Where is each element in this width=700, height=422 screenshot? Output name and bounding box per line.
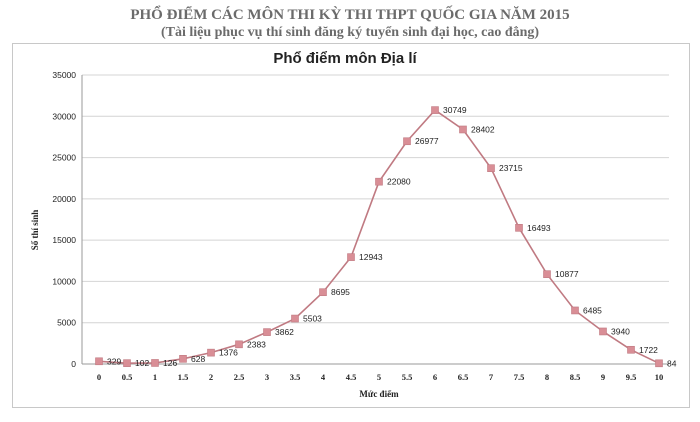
x-tick-label: 2.5 bbox=[234, 372, 245, 382]
data-point bbox=[571, 306, 579, 315]
data-label: 329 bbox=[107, 356, 121, 366]
x-tick-label: 1 bbox=[153, 372, 157, 382]
y-axis-ticks: 0 5000 10000 15000 20000 25000 30000 35000 bbox=[52, 70, 76, 369]
data-label: 1722 bbox=[639, 345, 658, 355]
data-labels: 329 102 126 628 1376 2383 3862 5503 8695 12943 220… bbox=[107, 105, 677, 368]
data-label: 84 bbox=[667, 358, 677, 368]
data-point bbox=[543, 270, 551, 278]
chart-frame bbox=[12, 43, 690, 408]
data-label: 3940 bbox=[611, 326, 630, 336]
data-point bbox=[515, 224, 523, 232]
x-tick-label: 3.5 bbox=[290, 372, 301, 382]
data-label: 26977 bbox=[415, 136, 439, 146]
data-point bbox=[487, 164, 495, 172]
data-point bbox=[403, 137, 411, 146]
x-tick-label: 6 bbox=[433, 372, 437, 382]
y-tick-label: 25000 bbox=[52, 153, 76, 163]
header-title: PHỔ ĐIỂM CÁC MÔN THI KỲ THI THPT QUỐC GI… bbox=[130, 7, 570, 23]
data-point bbox=[151, 359, 159, 367]
data-point bbox=[627, 345, 635, 354]
x-tick-label: 4.5 bbox=[346, 372, 357, 382]
data-point bbox=[459, 125, 467, 134]
data-label: 8695 bbox=[331, 287, 350, 297]
header-subtitle: (Tài liệu phục vụ thí sinh đăng ký tuyển… bbox=[160, 25, 540, 40]
series-markers bbox=[95, 106, 663, 368]
y-tick-label: 5000 bbox=[57, 318, 76, 328]
data-label: 2383 bbox=[247, 339, 266, 349]
x-axis-label: Mức điểm bbox=[359, 389, 399, 399]
data-point bbox=[655, 359, 663, 368]
data-point bbox=[263, 328, 271, 336]
data-label: 1376 bbox=[219, 348, 238, 358]
data-label: 126 bbox=[163, 358, 177, 368]
data-label: 5503 bbox=[303, 314, 322, 324]
x-tick-label: 8.5 bbox=[570, 372, 581, 382]
data-point bbox=[291, 314, 299, 323]
series-line bbox=[98, 109, 660, 365]
data-label: 628 bbox=[191, 354, 205, 364]
data-label: 6485 bbox=[583, 305, 602, 315]
data-label: 3862 bbox=[275, 327, 294, 337]
y-tick-label: 35000 bbox=[52, 70, 76, 80]
data-point bbox=[235, 340, 243, 349]
y-tick-label: 30000 bbox=[52, 111, 76, 121]
y-axis-label: Số thí sinh bbox=[30, 210, 40, 251]
chart-title: Phổ điểm môn Địa lí bbox=[273, 50, 417, 67]
data-point bbox=[431, 106, 439, 114]
y-tick-label: 15000 bbox=[52, 235, 76, 245]
x-tick-label: 0 bbox=[97, 372, 101, 382]
data-label: 102 bbox=[135, 358, 149, 368]
data-point bbox=[375, 177, 383, 186]
x-tick-label: 6.5 bbox=[458, 372, 469, 382]
y-tick-label: 20000 bbox=[52, 194, 76, 204]
data-label: 28402 bbox=[471, 124, 495, 134]
x-tick-label: 3 bbox=[265, 372, 269, 382]
data-label: 23715 bbox=[499, 163, 523, 173]
grid-lines bbox=[82, 74, 669, 324]
series-polyline bbox=[98, 109, 660, 365]
data-label: 16493 bbox=[527, 223, 551, 233]
y-tick-label: 0 bbox=[71, 359, 76, 369]
page-header: PHỔ ĐIỂM CÁC MÔN THI KỲ THI THPT QUỐC GI… bbox=[0, 6, 700, 41]
x-tick-label: 9.5 bbox=[626, 372, 637, 382]
x-tick-label: 0.5 bbox=[122, 372, 133, 382]
data-point bbox=[207, 348, 215, 357]
data-label: 30749 bbox=[443, 105, 467, 115]
y-tick-label: 10000 bbox=[52, 276, 76, 286]
x-tick-label: 5 bbox=[377, 372, 381, 382]
data-point bbox=[599, 327, 607, 336]
x-tick-label: 8 bbox=[545, 372, 549, 382]
data-label: 22080 bbox=[387, 177, 411, 187]
x-tick-label: 10 bbox=[655, 372, 664, 382]
data-point bbox=[319, 288, 327, 297]
x-tick-label: 5.5 bbox=[402, 372, 413, 382]
x-tick-label: 7.5 bbox=[514, 372, 525, 382]
data-label: 12943 bbox=[359, 252, 383, 262]
axes bbox=[81, 75, 669, 365]
x-tick-label: 1.5 bbox=[178, 372, 189, 382]
data-point bbox=[95, 357, 103, 366]
x-tick-label: 4 bbox=[321, 372, 326, 382]
data-point bbox=[179, 355, 187, 363]
data-label: 10877 bbox=[555, 269, 579, 279]
data-point bbox=[347, 253, 355, 261]
x-tick-label: 7 bbox=[489, 372, 494, 382]
x-tick-label: 9 bbox=[601, 372, 605, 382]
x-axis-ticks: 0 0.5 1 1.5 2 2.5 3 3.5 4 4.5 5 5.5 6 6.5 7 7.5 8 8.5 9 9.5… bbox=[97, 372, 663, 382]
x-tick-label: 2 bbox=[209, 372, 213, 382]
data-point bbox=[123, 359, 131, 367]
